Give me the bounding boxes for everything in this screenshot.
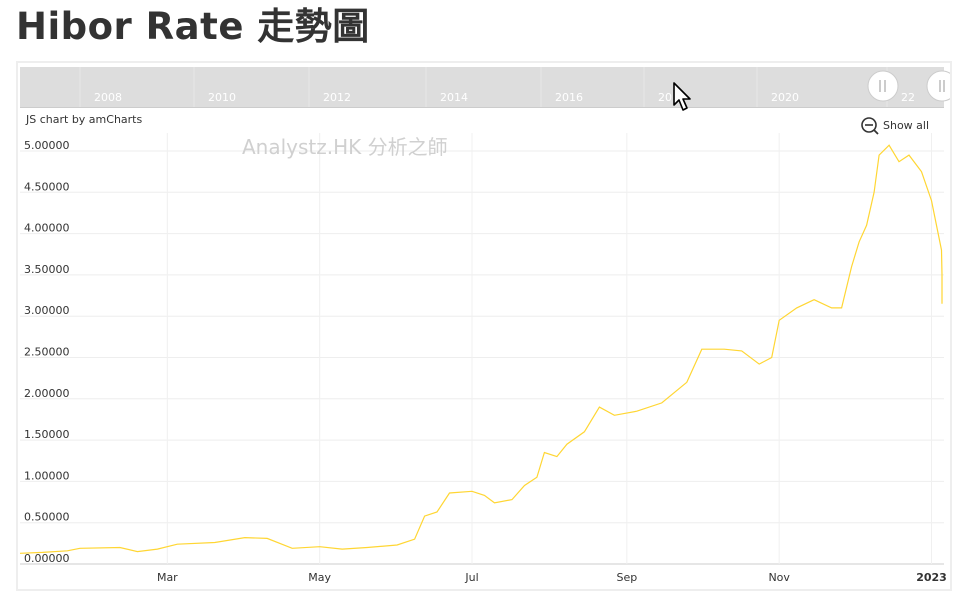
chart-gridlines — [20, 133, 944, 565]
scrollbar-year-label: 2008 — [94, 91, 122, 104]
y-tick-label: 1.50000 — [24, 428, 70, 441]
scrollbar-track[interactable] — [20, 67, 944, 107]
y-tick-label: 3.50000 — [24, 263, 70, 276]
scrollbar-year-label: 2016 — [555, 91, 583, 104]
x-axis: Mar May Jul Sep Nov 2023 — [157, 571, 947, 584]
scrollbar-year-label: 2012 — [323, 91, 351, 104]
hibor-series-line — [19, 144, 943, 554]
y-tick-label: 2.50000 — [24, 346, 70, 359]
hibor-chart-svg: 2008 2010 2012 2014 2016 20 2020 22 0.000000.50… — [19, 67, 950, 584]
watermark: Analystz.HK 分析之師 — [242, 135, 448, 159]
show-all-label[interactable]: Show all — [883, 119, 929, 132]
x-tick-label: Sep — [616, 571, 637, 584]
scrollbar-year-label: 20 — [658, 91, 672, 104]
x-tick-label: 2023 — [916, 571, 947, 584]
y-tick-label: 5.00000 — [24, 139, 70, 152]
x-tick-label: Nov — [768, 571, 790, 584]
x-tick-label: Jul — [464, 571, 478, 584]
scrollbar-end-grip[interactable] — [926, 70, 950, 102]
y-tick-label: 0.00000 — [24, 552, 70, 565]
page-title: Hibor Rate 走勢圖 — [16, 5, 370, 48]
y-tick-label: 0.50000 — [24, 511, 70, 524]
zoom-out-icon[interactable] — [861, 117, 877, 133]
x-tick-label: Mar — [157, 571, 178, 584]
chart-container: 2008 2010 2012 2014 2016 20 2020 22 0.00000 0.50… — [16, 61, 952, 591]
scrollbar-year-label: 22 — [901, 91, 915, 104]
chart-credit[interactable]: JS chart by amCharts — [25, 113, 142, 126]
y-tick-label: 3.00000 — [24, 304, 70, 317]
scrollbar-year-label: 2014 — [440, 91, 468, 104]
mouse-cursor-icon — [673, 82, 691, 111]
chart-scrollbar[interactable]: 2008 2010 2012 2014 2016 20 2020 22 — [20, 67, 950, 108]
scrollbar-year-label: 2010 — [208, 91, 236, 104]
x-tick-label: May — [308, 571, 331, 584]
y-axis: 0.00000 0.50000 1.00000 1.50000 2.00000 2.500… — [24, 139, 70, 565]
scrollbar-divider — [20, 107, 944, 108]
scrollbar-year-label: 2020 — [771, 91, 799, 104]
y-tick-label: 2.00000 — [24, 387, 70, 400]
y-tick-label: 4.50000 — [24, 180, 70, 193]
y-tick-label: 4.00000 — [24, 222, 70, 235]
show-all-button[interactable]: Show all — [861, 117, 929, 135]
y-tick-label: 1.00000 — [24, 469, 70, 482]
scrollbar-start-grip[interactable] — [867, 70, 899, 102]
